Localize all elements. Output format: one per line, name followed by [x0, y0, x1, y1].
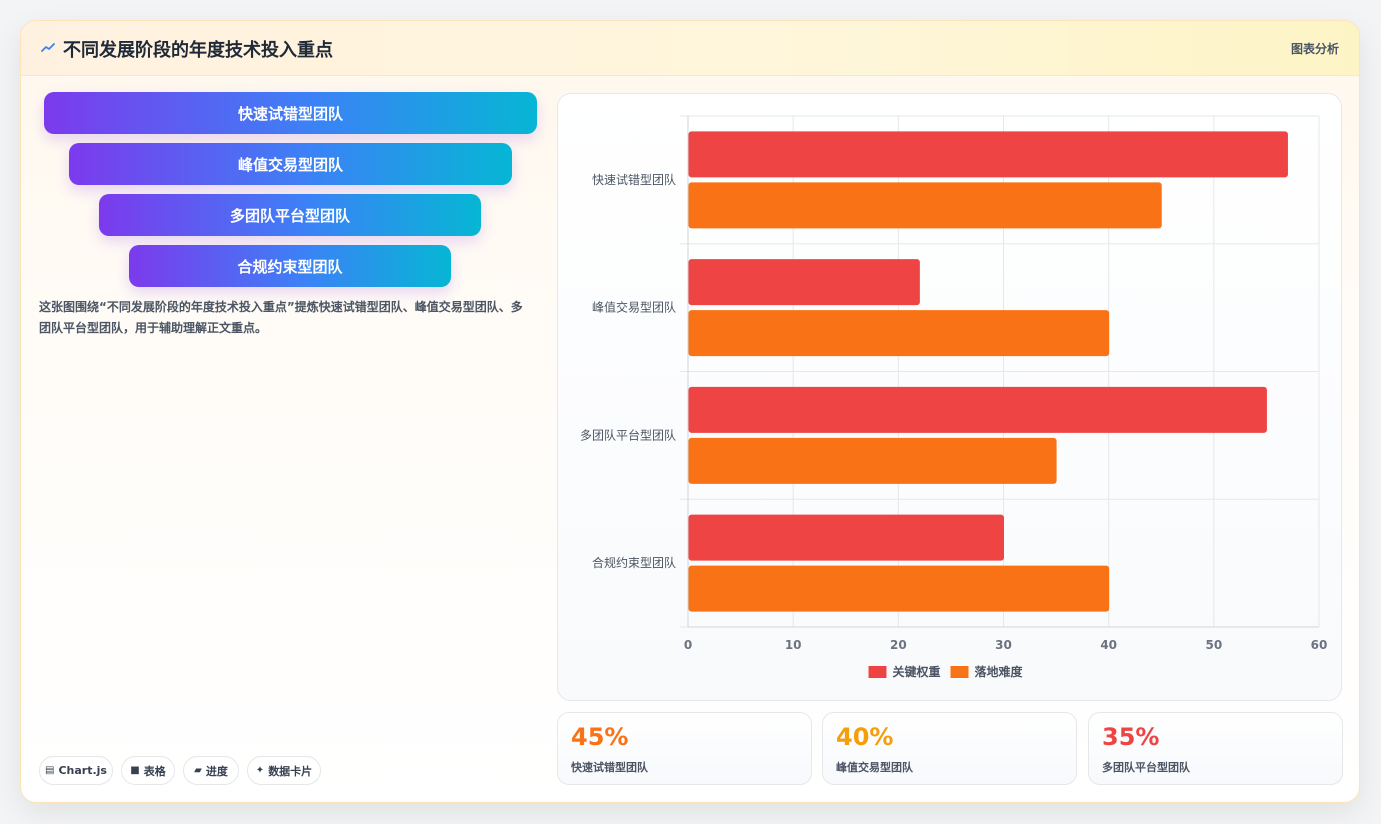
pill-label: 进度 — [205, 764, 228, 778]
legend-label: 落地难度 — [975, 664, 1024, 679]
x-tick-label: 40 — [1100, 638, 1117, 652]
legend-swatch — [950, 666, 969, 678]
chart-icon: ▤ — [45, 765, 55, 776]
chart-panel: 0 10 20 30 40 50 60 快速试错型团队 峰值交易型团队多团队平台型团队合规约束型… — [557, 93, 1342, 701]
x-tick-label: 50 — [1205, 638, 1222, 652]
pill-data-card[interactable]: ✦ 数据卡片 — [247, 756, 321, 785]
bar-difficulty — [688, 182, 1162, 229]
stat-card-1: 45% 快速试错型团队 — [557, 712, 812, 785]
pill-label: Chart.js — [58, 764, 107, 777]
stat-label: 多团队平台型团队 — [1102, 761, 1190, 774]
table-icon: ■ — [130, 765, 140, 776]
pill-table[interactable]: ■ 表格 — [121, 756, 175, 785]
pill-label: 数据卡片 — [268, 764, 313, 778]
x-tick-label: 10 — [785, 638, 802, 652]
bar-difficulty — [688, 310, 1110, 357]
pill-label: 表格 — [143, 764, 166, 778]
stat-value: 35% — [1102, 723, 1160, 751]
legend-swatch — [868, 666, 887, 678]
funnel-stage-label: 峰值交易型团队 — [237, 155, 343, 174]
bar-difficulty — [688, 565, 1110, 612]
bar-weight — [688, 386, 1267, 433]
y-tick-label: 合规约束型团队 — [592, 555, 676, 570]
y-tick-label: 峰值交易型团队 — [592, 300, 676, 315]
stat-value: 40% — [836, 723, 894, 751]
pill-chartjs[interactable]: ▤ Chart.js — [39, 756, 113, 785]
funnel-stage-label: 快速试错型团队 — [237, 104, 343, 123]
funnel-stage-label: 合规约束型团队 — [237, 257, 343, 276]
main-card: 不同发展阶段的年度技术投入重点 图表分析 快速试错型团队 峰值交易型团队 多团队… — [20, 20, 1360, 803]
funnel-stage-2: 峰值交易型团队 — [69, 143, 512, 185]
header-tag: 图表分析 — [1290, 42, 1339, 56]
stat-value: 45% — [571, 723, 629, 751]
y-tick-label: 多团队平台型团队 — [580, 427, 676, 442]
chart-description: 这张图围绕“不同发展阶段的年度技术投入重点”提炼快速试错型团队、峰值交易型团队、… — [39, 300, 523, 335]
stat-label: 快速试错型团队 — [571, 761, 648, 774]
x-tick-label: 30 — [995, 638, 1012, 652]
funnel-stage-1: 快速试错型团队 — [44, 92, 537, 134]
bar-difficulty — [688, 437, 1057, 484]
x-tick-label: 20 — [890, 638, 907, 652]
y-tick-label: 快速试错型团队 — [592, 172, 676, 187]
stat-card-3: 35% 多团队平台型团队 — [1088, 712, 1343, 785]
progress-icon: ▰ — [194, 765, 202, 776]
bar-chart: 0 10 20 30 40 50 60 快速试错型团队峰值交易型团队多团队平台型团队合规约束型… — [580, 115, 1328, 679]
stat-card-2: 40% 峰值交易型团队 — [822, 712, 1077, 785]
bar-weight — [688, 259, 920, 306]
funnel-stage-3: 多团队平台型团队 — [99, 194, 481, 236]
sparkle-icon: ✦ — [255, 765, 265, 776]
stat-label: 峰值交易型团队 — [836, 761, 913, 774]
funnel-stage-4: 合规约束型团队 — [129, 245, 451, 287]
bar-weight — [688, 514, 1004, 561]
page-title: 不同发展阶段的年度技术投入重点 — [63, 40, 333, 61]
x-tick-label: 0 — [684, 638, 692, 652]
pill-progress[interactable]: ▰ 进度 — [183, 756, 239, 785]
card-header: 不同发展阶段的年度技术投入重点 图表分析 — [21, 21, 1359, 76]
x-tick-label: 60 — [1311, 638, 1328, 652]
trend-line-icon — [41, 43, 55, 52]
bar-weight — [688, 131, 1288, 178]
funnel-stage-label: 多团队平台型团队 — [229, 206, 350, 225]
legend-label: 关键权重 — [893, 664, 941, 679]
